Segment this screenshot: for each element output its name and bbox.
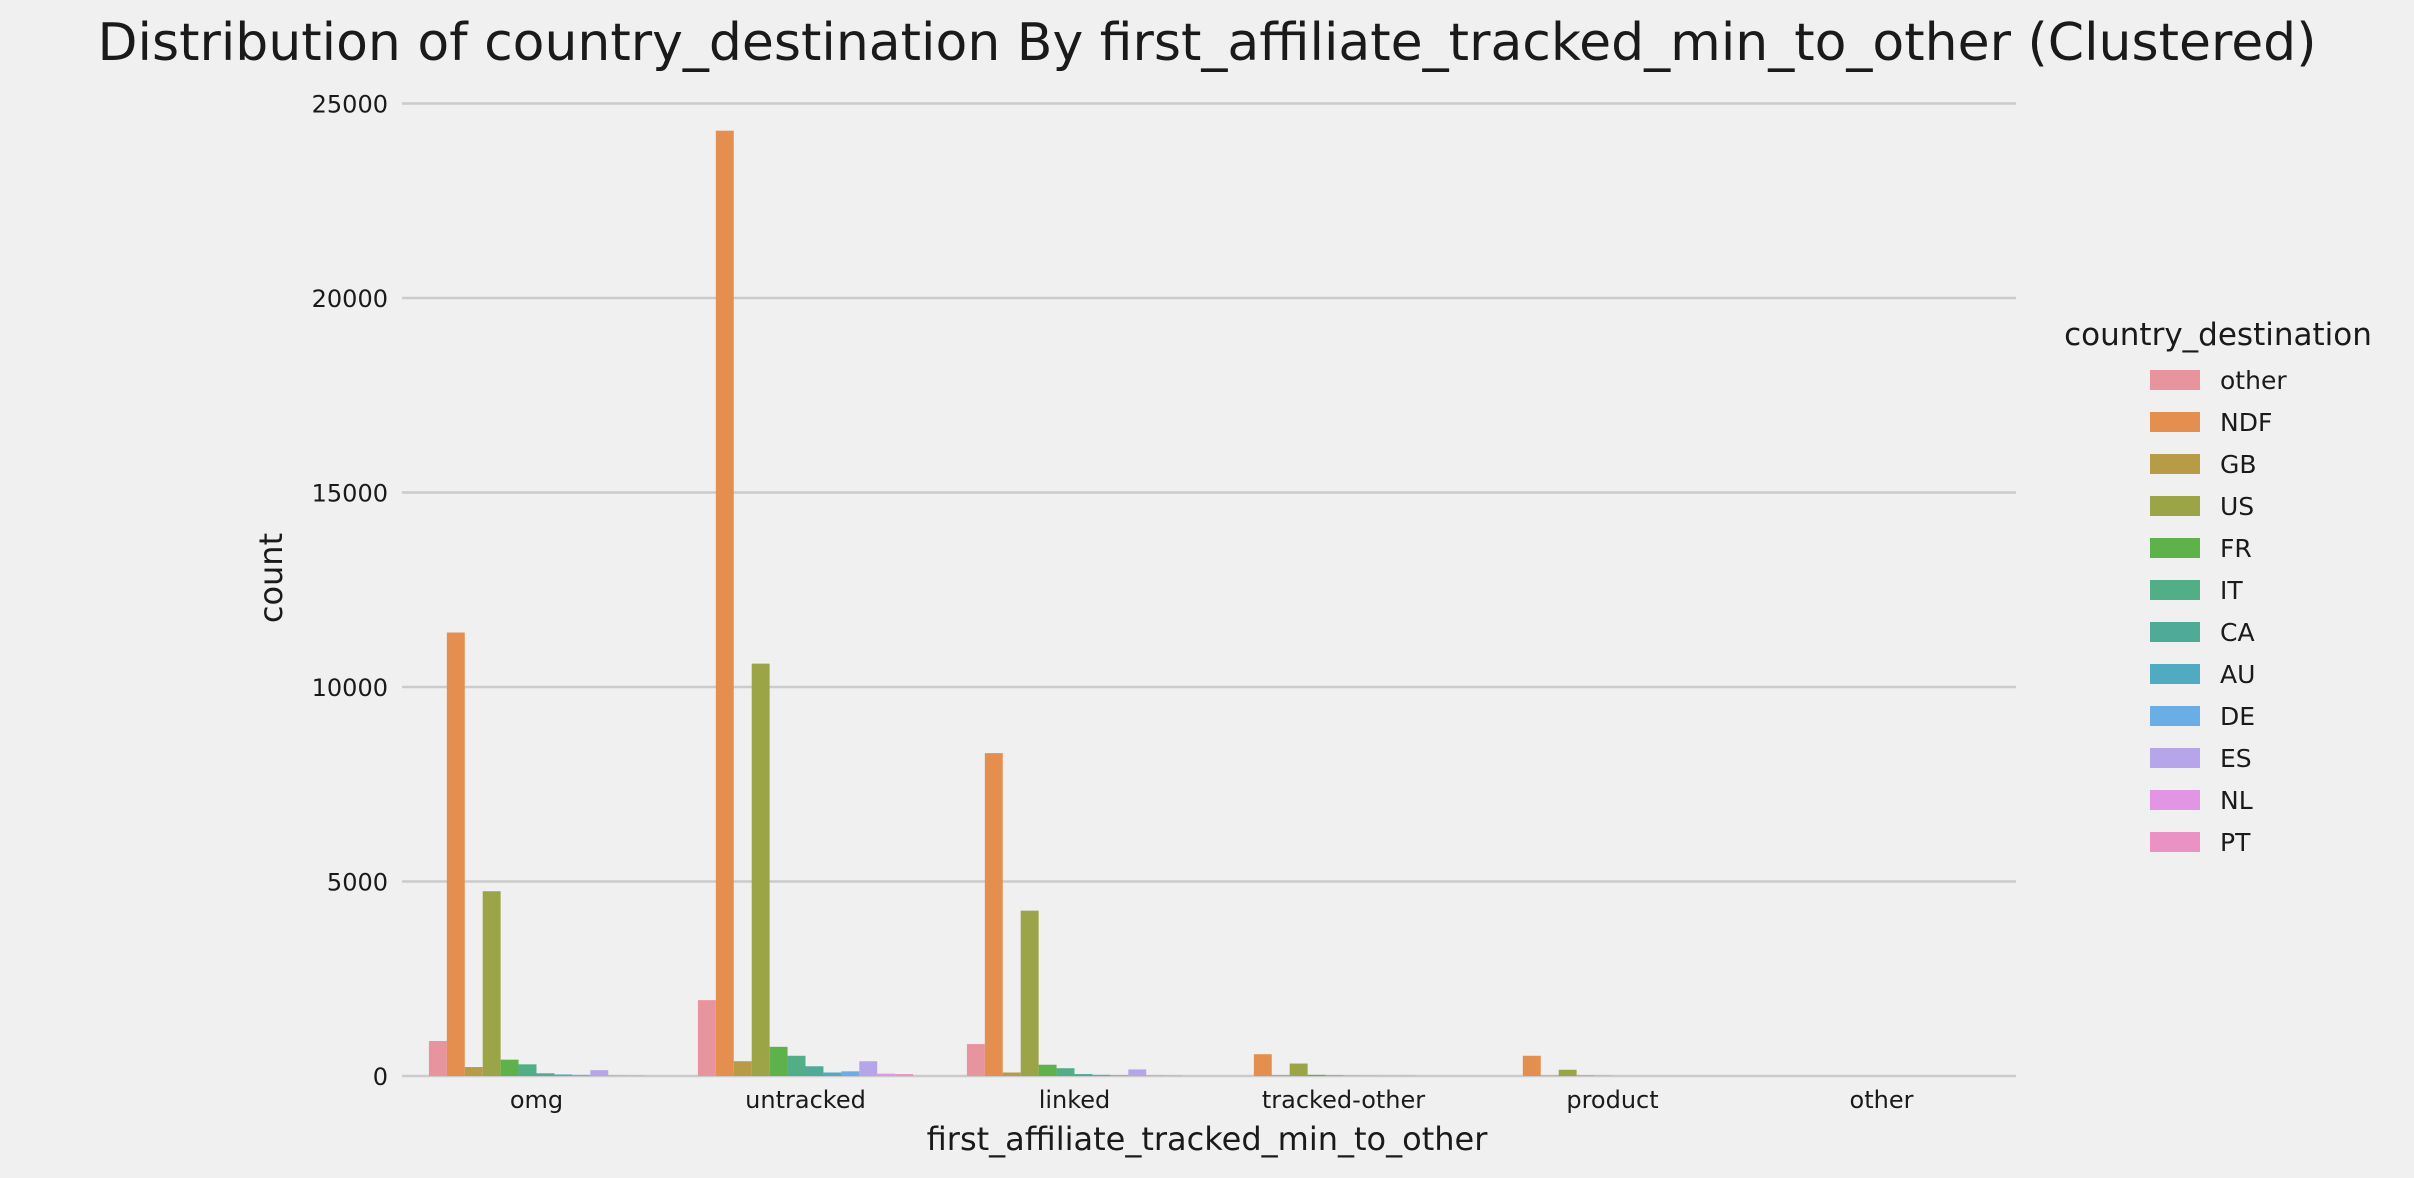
legend-label-DE: DE bbox=[2220, 702, 2255, 731]
bar-linked-CA bbox=[1074, 1074, 1093, 1076]
bar-omg-IT bbox=[518, 1064, 537, 1076]
y-tick-label: 0 bbox=[373, 1063, 388, 1091]
bar-linked-NL bbox=[1146, 1075, 1165, 1076]
bar-omg-US bbox=[482, 891, 501, 1076]
bar-untracked-GB bbox=[733, 1061, 752, 1076]
bar-omg-NDF bbox=[446, 632, 465, 1076]
legend-label-GB: GB bbox=[2220, 450, 2257, 479]
bar-tracked-other-FR bbox=[1307, 1074, 1326, 1076]
legend-items: other NDF GB US FR IT CA AU DE ES NL PT bbox=[2150, 366, 2287, 857]
x-tick-label: linked bbox=[1039, 1086, 1111, 1114]
legend-label-AU: AU bbox=[2220, 660, 2255, 689]
bar-untracked-IT bbox=[787, 1055, 806, 1076]
bar-linked-ES bbox=[1128, 1069, 1147, 1076]
bar-untracked-AU bbox=[823, 1072, 842, 1076]
legend: country_destination other NDF GB US FR IT CA AU… bbox=[2064, 317, 2372, 857]
bar-untracked-other bbox=[697, 1000, 716, 1076]
bar-omg-GB bbox=[464, 1067, 483, 1076]
y-tick-label: 25000 bbox=[312, 90, 388, 118]
legend-swatch-PT bbox=[2150, 832, 2200, 852]
y-tick-label: 20000 bbox=[312, 285, 388, 313]
x-tick-label: other bbox=[1850, 1086, 1914, 1114]
legend-label-NL: NL bbox=[2220, 786, 2253, 815]
y-tick-label: 15000 bbox=[312, 479, 388, 507]
legend-swatch-ES bbox=[2150, 748, 2200, 768]
legend-label-other: other bbox=[2220, 366, 2287, 395]
bar-tracked-other-US bbox=[1289, 1063, 1308, 1076]
x-tick-label: product bbox=[1566, 1086, 1658, 1114]
legend-swatch-IT bbox=[2150, 580, 2200, 600]
y-tick-label: 5000 bbox=[327, 868, 388, 896]
bars bbox=[428, 130, 1613, 1076]
bar-omg-FR bbox=[500, 1059, 519, 1076]
y-axis-ticks: 0 5000 10000 15000 20000 25000 bbox=[312, 90, 388, 1091]
y-tick-label: 10000 bbox=[312, 674, 388, 702]
bar-untracked-FR bbox=[769, 1046, 788, 1076]
bar-linked-other bbox=[966, 1044, 985, 1076]
legend-label-NDF: NDF bbox=[2220, 408, 2272, 437]
legend-swatch-CA bbox=[2150, 622, 2200, 642]
bar-linked-NDF bbox=[984, 753, 1003, 1076]
legend-swatch-DE bbox=[2150, 706, 2200, 726]
bar-product-US bbox=[1558, 1069, 1577, 1076]
legend-label-FR: FR bbox=[2220, 534, 2252, 563]
x-tick-label: omg bbox=[510, 1086, 563, 1114]
legend-swatch-NDF bbox=[2150, 412, 2200, 432]
legend-swatch-US bbox=[2150, 496, 2200, 516]
legend-swatch-AU bbox=[2150, 664, 2200, 684]
bar-untracked-ES bbox=[859, 1061, 878, 1076]
bar-linked-GB bbox=[1002, 1072, 1021, 1076]
y-axis-label: count bbox=[252, 533, 290, 623]
bar-untracked-PT bbox=[895, 1074, 914, 1076]
bar-untracked-DE bbox=[841, 1071, 860, 1076]
legend-label-ES: ES bbox=[2220, 744, 2252, 773]
legend-swatch-FR bbox=[2150, 538, 2200, 558]
gridlines bbox=[402, 102, 2016, 1078]
bar-linked-DE bbox=[1110, 1075, 1129, 1076]
legend-swatch-NL bbox=[2150, 790, 2200, 810]
bar-linked-US bbox=[1020, 910, 1039, 1076]
bar-omg-AU bbox=[554, 1074, 573, 1076]
bar-omg-NL bbox=[608, 1075, 627, 1076]
x-tick-label: tracked-other bbox=[1262, 1086, 1425, 1114]
bar-omg-ES bbox=[590, 1070, 609, 1076]
x-axis-label: first_affiliate_tracked_min_to_other bbox=[927, 1120, 1489, 1158]
legend-swatch-other bbox=[2150, 370, 2200, 390]
bar-omg-DE bbox=[572, 1074, 591, 1076]
legend-swatch-GB bbox=[2150, 454, 2200, 474]
bar-tracked-other-GB bbox=[1271, 1075, 1290, 1076]
bar-linked-FR bbox=[1038, 1064, 1057, 1076]
chart-title: Distribution of country_destination By f… bbox=[98, 13, 2317, 73]
x-tick-label: untracked bbox=[745, 1086, 866, 1114]
bar-omg-other bbox=[428, 1040, 447, 1076]
x-axis-ticks: omg untracked linked tracked-other product ot… bbox=[510, 1086, 1914, 1114]
bar-linked-AU bbox=[1092, 1074, 1111, 1076]
bar-omg-CA bbox=[536, 1073, 555, 1076]
bar-tracked-other-IT bbox=[1325, 1075, 1344, 1076]
bar-untracked-NDF bbox=[715, 130, 734, 1076]
bar-product-NDF bbox=[1522, 1055, 1541, 1076]
bar-untracked-US bbox=[751, 663, 770, 1076]
legend-label-IT: IT bbox=[2220, 576, 2243, 605]
bar-untracked-NL bbox=[877, 1073, 896, 1076]
legend-label-PT: PT bbox=[2220, 828, 2251, 857]
legend-label-US: US bbox=[2220, 492, 2254, 521]
bar-untracked-CA bbox=[805, 1066, 824, 1076]
legend-title: country_destination bbox=[2064, 317, 2372, 353]
legend-label-CA: CA bbox=[2220, 618, 2255, 647]
bar-tracked-other-NDF bbox=[1253, 1054, 1272, 1076]
bar-linked-IT bbox=[1056, 1068, 1075, 1076]
